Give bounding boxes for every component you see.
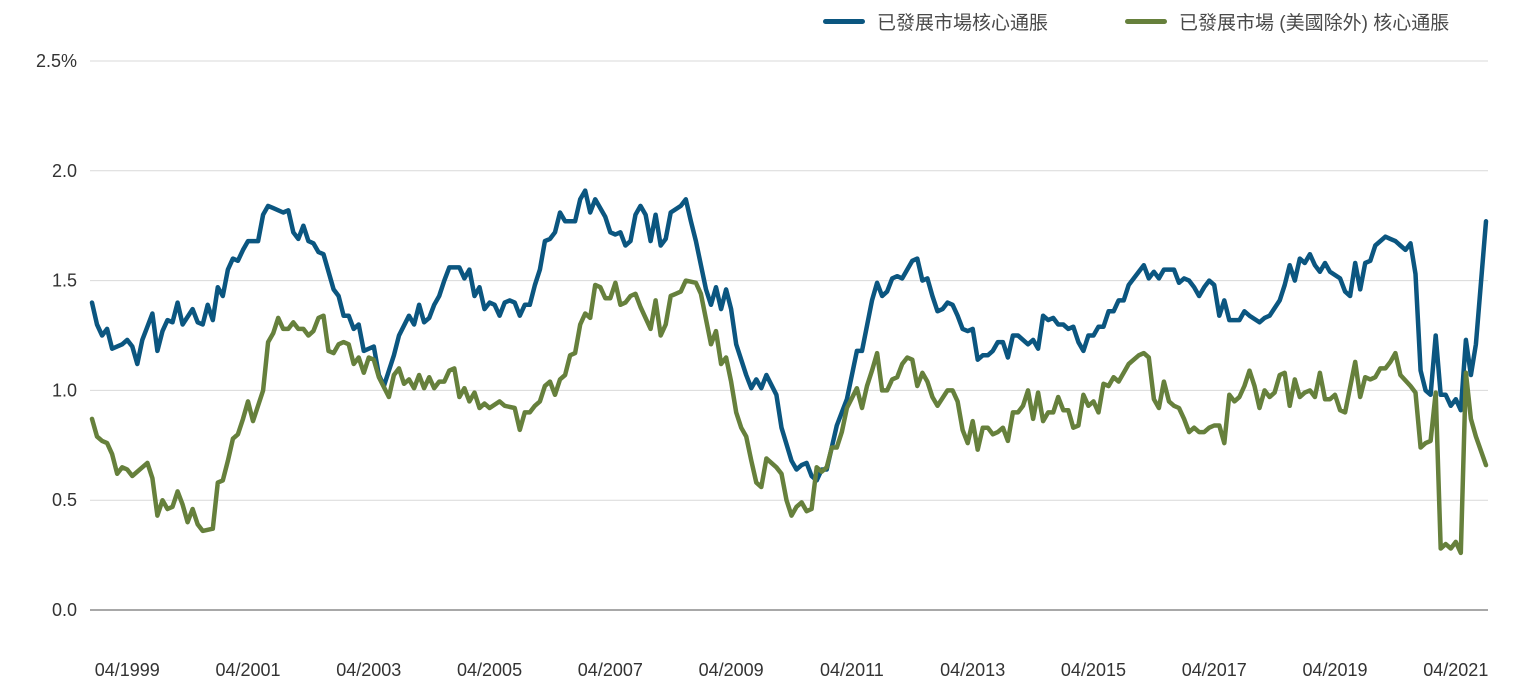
x-tick-label: 04/2005 [457,660,522,680]
series-1 [89,278,1489,556]
x-tick-label: 04/2003 [336,660,401,680]
y-tick-label: 0.0 [52,600,77,620]
y-axis-tick-labels: 0.0 0.5 1.0 1.5 2.0 2.5% [36,51,77,620]
legend-swatch-blue [823,18,865,24]
x-tick-label: 04/2009 [699,660,764,680]
y-tick-label: 1.0 [52,380,77,400]
series-lines [89,188,1489,556]
legend-item-dm-ex-us-core: 已發展市場 (美國除外) 核心通脹 [1125,8,1449,34]
y-tick-label: 1.5 [52,271,77,291]
legend-swatch-green [1125,18,1167,24]
x-tick-label: 04/2021 [1423,660,1488,680]
x-tick-label: 04/2017 [1182,660,1247,680]
series-line [89,278,1489,556]
series-line [89,188,1489,483]
x-axis-tick-labels: 04/1999 04/2001 04/2003 04/2005 04/2007 04/20… [95,660,1489,680]
x-tick-label: 04/2011 [820,660,884,680]
x-tick-label: 04/2019 [1302,660,1367,680]
x-tick-label: 04/2001 [215,660,280,680]
legend-label-dm-ex-us-core: 已發展市場 (美國除外) 核心通脹 [1179,12,1450,34]
legend-label-dm-core: 已發展市場核心通脹 [877,12,1049,34]
legend-item-dm-core: 已發展市場核心通脹 [823,8,1048,34]
y-tick-label: 2.5% [36,51,77,71]
x-tick-label: 04/1999 [95,660,160,680]
y-tick-label: 2.0 [52,161,77,181]
series-0 [89,188,1489,483]
gridlines [90,60,1488,611]
y-tick-label: 0.5 [52,490,77,510]
x-tick-label: 04/2007 [578,660,643,680]
x-tick-label: 04/2013 [940,660,1005,680]
x-tick-label: 04/2015 [1061,660,1126,680]
